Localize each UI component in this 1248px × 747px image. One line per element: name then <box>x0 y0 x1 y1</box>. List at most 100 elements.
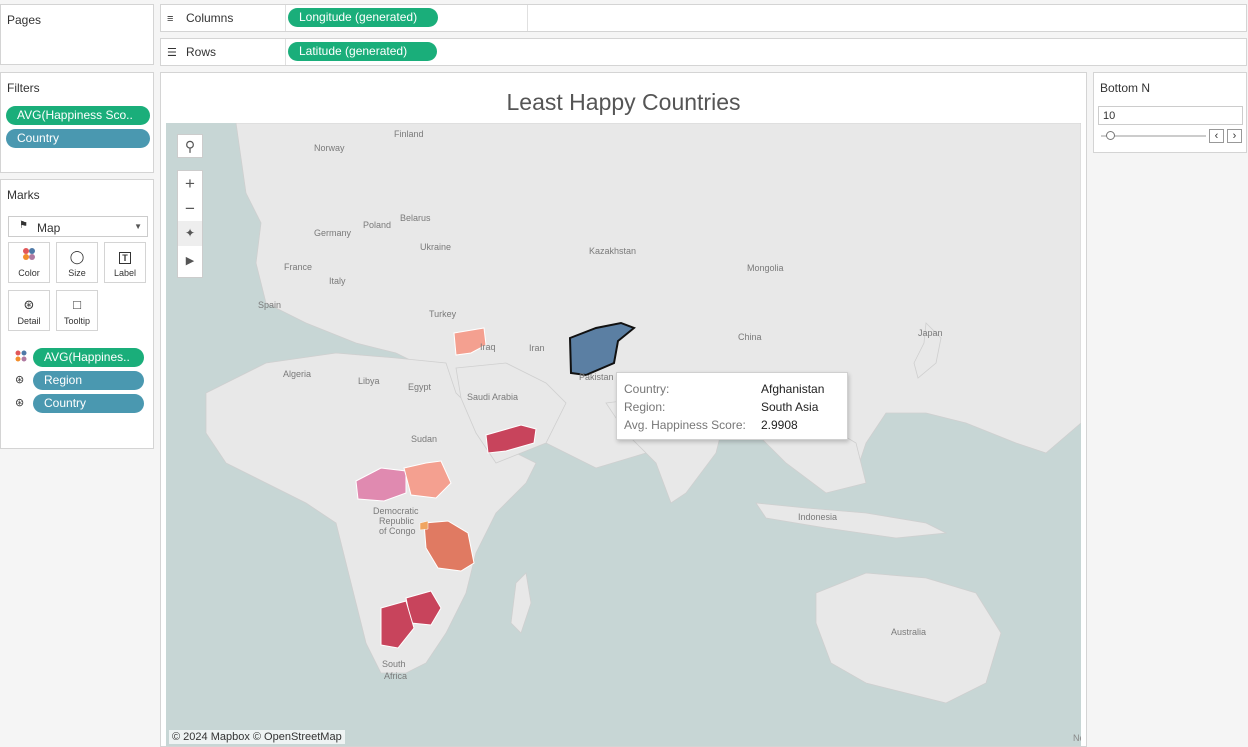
map-label: Mongolia <box>747 263 784 273</box>
map-label: of Congo <box>379 526 416 536</box>
tooltip-icon: □ <box>73 297 81 312</box>
columns-icon: ≡ <box>167 13 174 25</box>
mark-type-label: Map <box>37 221 61 235</box>
search-icon: ⚲ <box>184 138 196 154</box>
map-zoom-toolbar: + − ✦ ▶ <box>177 170 203 278</box>
marks-field-region[interactable]: Region <box>33 371 144 390</box>
map-label: Algeria <box>283 369 312 379</box>
map-label: Republic <box>379 516 415 526</box>
zoom-in-button[interactable]: + <box>178 171 202 196</box>
filters-panel[interactable]: Filters AVG(Happiness Sco.. Country <box>0 72 154 173</box>
bottom-n-decrement-button[interactable]: ‹ <box>1209 129 1224 143</box>
latitude-pill[interactable]: Latitude (generated) <box>288 42 437 61</box>
map-label: Germany <box>314 228 352 238</box>
filters-title: Filters <box>7 81 40 95</box>
map-label: Poland <box>363 220 392 230</box>
map-tooltip: Country: Afghanistan Region: South Asia … <box>616 372 848 440</box>
chevron-right-icon: › <box>1232 130 1237 142</box>
map-label: Belarus <box>400 213 431 223</box>
columns-shelf[interactable]: ≡ Columns Longitude (generated) <box>160 4 1247 32</box>
map-label: Turkey <box>429 309 457 319</box>
map-attribution[interactable]: © 2024 Mapbox © OpenStreetMap <box>169 730 345 744</box>
label-button[interactable]: T Label <box>104 242 146 283</box>
tooltip-key: Country: <box>624 382 670 396</box>
bottom-n-increment-button[interactable]: › <box>1227 129 1242 143</box>
map-label: Kazakhstan <box>589 246 637 256</box>
map-label: Spain <box>258 300 282 310</box>
map-label: Democratic <box>373 506 419 516</box>
columns-label: Columns <box>186 11 234 25</box>
bottom-n-input[interactable] <box>1098 106 1243 125</box>
filter-pill-country[interactable]: Country <box>6 129 150 148</box>
map-corner-text: New <box>1073 733 1081 743</box>
map[interactable]: Finland Norway Belarus Poland Germany Uk… <box>166 123 1081 746</box>
tooltip-row-region: Region: South Asia <box>624 400 818 414</box>
map-label: Saudi Arabia <box>467 392 519 402</box>
detail-button[interactable]: ⊛ Detail <box>8 290 50 331</box>
country-south-sudan[interactable] <box>403 460 452 499</box>
marks-field-happiness[interactable]: AVG(Happines.. <box>33 348 144 367</box>
map-label: Ukraine <box>420 242 452 252</box>
size-button[interactable]: ◯ Size <box>56 242 98 283</box>
expand-toolbar-button[interactable]: ▶ <box>178 246 202 277</box>
map-label: Indonesia <box>798 512 838 522</box>
size-label: Size <box>68 268 86 278</box>
country-iraq[interactable] <box>453 327 487 356</box>
map-label: France <box>284 262 313 272</box>
detail-icon: ⊛ <box>23 297 35 312</box>
color-icon <box>9 246 49 268</box>
map-label: Japan <box>918 328 943 338</box>
marks-title: Marks <box>7 188 40 202</box>
tooltip-row-score: Avg. Happiness Score: 2.9908 <box>624 418 798 432</box>
shelf-divider <box>527 5 528 31</box>
filter-pill-happiness[interactable]: AVG(Happiness Sco.. <box>6 106 150 125</box>
color-button[interactable]: Color <box>8 242 50 283</box>
color-label: Color <box>18 268 40 278</box>
map-label: Egypt <box>408 382 432 392</box>
tooltip-key: Region: <box>624 400 666 414</box>
shelf-divider <box>285 5 286 31</box>
label-icon: T <box>105 246 145 268</box>
viz-title: Least Happy Countries <box>506 89 741 115</box>
rows-label: Rows <box>186 45 217 59</box>
country-botswana[interactable] <box>380 600 415 649</box>
tooltip-label: Tooltip <box>63 316 90 326</box>
marks-panel[interactable]: Marks ⚑ Map ▼ Color ◯ Size T Label ⊛ Det… <box>0 179 154 449</box>
map-label: Norway <box>314 143 345 153</box>
country-central-african-republic[interactable] <box>355 467 407 502</box>
mark-type-dropdown[interactable]: ⚑ Map ▼ <box>8 216 148 237</box>
chevron-down-icon: ▼ <box>134 222 142 231</box>
bottom-n-slider-handle[interactable] <box>1106 131 1115 140</box>
pages-panel[interactable]: Pages <box>0 4 154 65</box>
bottom-n-slider-track[interactable] <box>1101 135 1206 137</box>
map-label: China <box>738 332 762 342</box>
country-yemen[interactable] <box>485 424 537 454</box>
pages-title: Pages <box>7 13 42 27</box>
search-map-button[interactable]: ⚲ <box>177 134 203 158</box>
unpin-map-button[interactable]: ✦ <box>178 221 202 246</box>
map-label: Sudan <box>411 434 438 444</box>
bottom-n-panel: Bottom N ‹ › <box>1093 72 1247 153</box>
map-label: South <box>382 659 406 669</box>
zoom-out-button[interactable]: − <box>178 196 202 221</box>
rows-shelf[interactable]: ☰ Rows Latitude (generated) <box>160 38 1247 66</box>
country-tanzania[interactable] <box>423 520 475 572</box>
tooltip-button[interactable]: □ Tooltip <box>56 290 98 331</box>
plus-icon: + <box>185 174 195 193</box>
marks-field-country[interactable]: Country <box>33 394 144 413</box>
pin-x-icon: ✦ <box>184 226 196 240</box>
map-label: Italy <box>329 276 346 286</box>
country-afghanistan[interactable] <box>568 321 636 377</box>
country-rwanda[interactable] <box>419 520 429 531</box>
map-label: Africa <box>384 671 408 681</box>
map-label: Iraq <box>480 342 496 352</box>
play-icon: ▶ <box>185 255 195 267</box>
map-label: Australia <box>891 627 927 637</box>
size-icon: ◯ <box>69 249 85 264</box>
map-label: Iran <box>529 343 545 353</box>
tooltip-row-country: Country: Afghanistan <box>624 382 824 396</box>
bottom-n-title: Bottom N <box>1100 81 1151 95</box>
map-label: Pakistan <box>579 372 614 382</box>
longitude-pill[interactable]: Longitude (generated) <box>288 8 438 27</box>
detail-label: Detail <box>17 316 41 326</box>
